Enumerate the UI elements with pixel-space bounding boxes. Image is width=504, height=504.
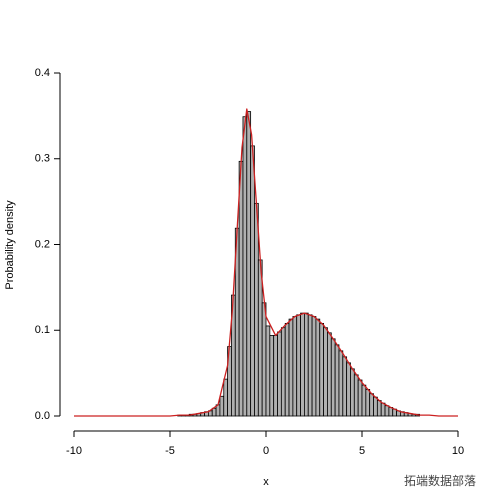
bar	[265, 325, 271, 417]
density-curve	[74, 108, 458, 417]
bar	[296, 314, 301, 417]
bar	[311, 316, 317, 417]
bar	[257, 259, 263, 417]
bar	[334, 344, 340, 417]
bar	[373, 396, 378, 417]
y-tick-label: 0.3	[35, 153, 50, 165]
x-tick-label: 10	[452, 445, 464, 457]
x-tick-label: 5	[359, 445, 365, 457]
bar	[380, 402, 386, 417]
bar	[261, 302, 267, 417]
y-tick-label: 0.1	[35, 324, 50, 336]
y-tick-label: 0.2	[35, 238, 50, 250]
bar	[365, 389, 371, 417]
bar	[369, 393, 374, 417]
x-axis-label: x	[263, 476, 269, 488]
bar	[238, 160, 244, 417]
bar	[307, 314, 313, 417]
bar	[277, 331, 282, 417]
bar	[246, 111, 252, 417]
bar	[384, 405, 390, 417]
bar	[280, 327, 286, 417]
bar	[338, 350, 344, 417]
bar	[315, 318, 321, 417]
bar	[223, 378, 228, 417]
bar	[300, 312, 305, 417]
bar	[211, 407, 217, 417]
bar	[250, 145, 255, 417]
x-tick-label: 0	[263, 445, 269, 457]
bar	[319, 322, 325, 417]
y-tick-label: 0.0	[35, 410, 50, 422]
bar	[269, 334, 275, 417]
y-tick-label: 0.4	[35, 67, 50, 79]
bar	[350, 368, 355, 417]
bar	[353, 374, 359, 417]
bar	[357, 379, 363, 417]
bar	[327, 332, 332, 417]
bar	[376, 400, 382, 417]
bar	[288, 318, 294, 417]
bar	[346, 362, 351, 417]
bar	[342, 356, 348, 417]
bar	[219, 395, 225, 417]
bar	[303, 312, 309, 417]
bar	[361, 384, 367, 417]
bar	[242, 116, 248, 417]
bar	[330, 338, 336, 417]
x-tick-label: -10	[66, 445, 82, 457]
watermark: 拓端数据部落	[404, 473, 476, 488]
bar	[254, 202, 259, 417]
bar	[284, 322, 290, 417]
bar	[292, 316, 298, 417]
x-tick-label: -5	[165, 445, 175, 457]
bar	[273, 334, 278, 417]
y-axis-label: Probability density	[4, 200, 16, 290]
bar	[323, 327, 328, 417]
